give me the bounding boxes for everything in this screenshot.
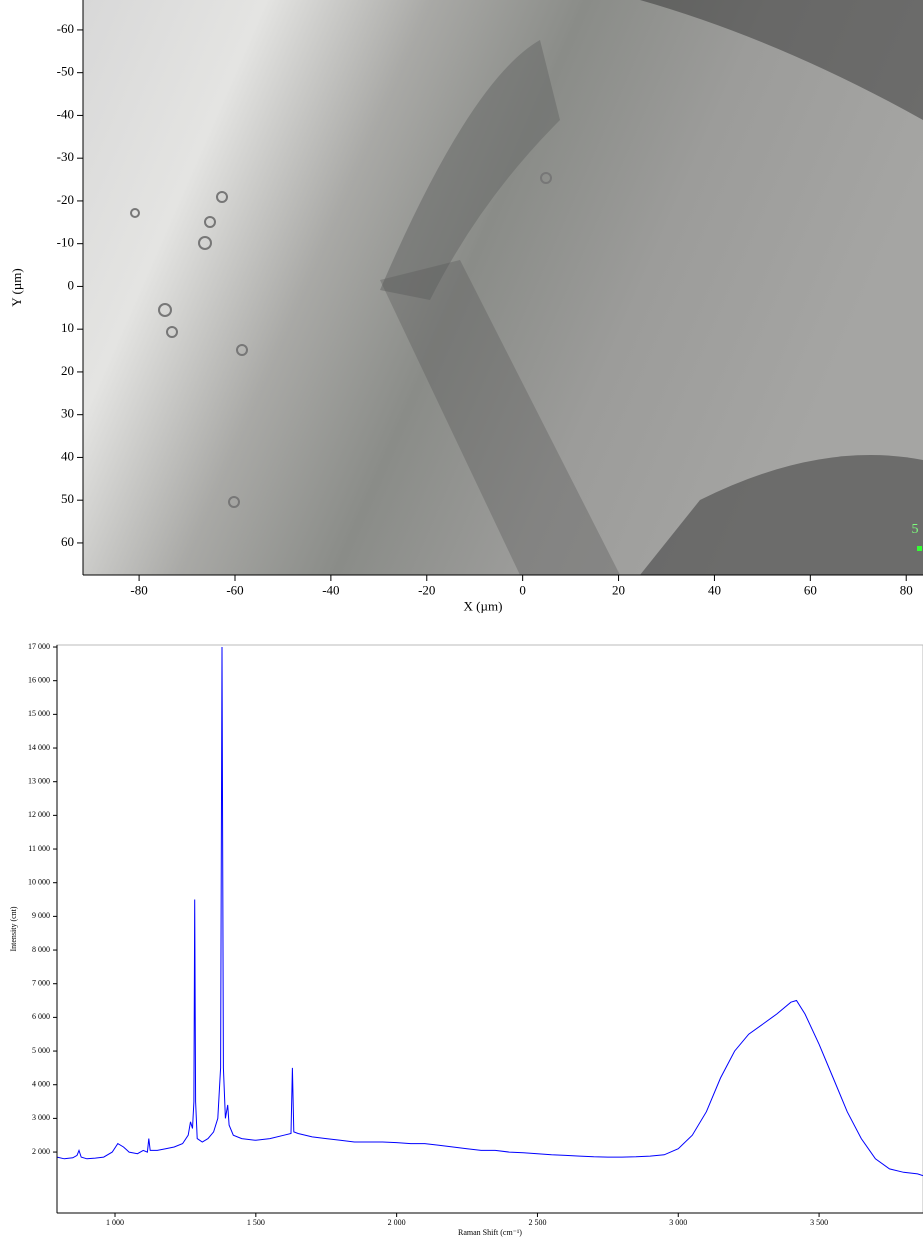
x-tick-label: 40 (708, 582, 721, 597)
y-tick-label: -50 (57, 64, 74, 79)
y-tick-label: 14 000 (28, 743, 50, 752)
y-tick-label: -40 (57, 106, 74, 121)
y-tick-label: 20 (61, 363, 74, 378)
x-axis-label: X (µm) (464, 598, 503, 613)
y-tick-label: -20 (57, 192, 74, 207)
y-tick-label: 17 000 (28, 642, 50, 651)
spectrum-line (56, 646, 923, 1177)
x-tick-label: 20 (612, 582, 625, 597)
y-tick-label: 10 000 (28, 878, 50, 887)
y-tick-label: 16 000 (28, 676, 50, 685)
x-tick-label: 80 (900, 582, 913, 597)
y-tick-label: 9 000 (32, 911, 50, 920)
x-tick-label: 60 (804, 582, 817, 597)
y-tick-label: 2 000 (32, 1147, 50, 1156)
y-tick-label: 0 (68, 277, 75, 292)
x-tick-label: 0 (519, 582, 526, 597)
x-tick-label: 1 000 (106, 1218, 124, 1227)
x-tick-label: 3 000 (669, 1218, 687, 1227)
y-tick-label: -60 (57, 21, 74, 36)
x-tick-label: -60 (226, 582, 243, 597)
x-tick-label: 2 500 (528, 1218, 546, 1227)
y-tick-label: 50 (61, 491, 74, 506)
y-tick-label: 3 000 (32, 1113, 50, 1122)
y-tick-label: 8 000 (32, 945, 50, 954)
y-tick-label: 12 000 (28, 810, 50, 819)
annotation: 5 (912, 522, 919, 537)
y-tick-label: 11 000 (28, 844, 50, 853)
y-tick-label: 60 (61, 534, 74, 549)
y-tick-label: 30 (61, 406, 74, 421)
x-tick-label: 3 500 (810, 1218, 828, 1227)
marker (917, 546, 922, 551)
y-tick-label: 10 (61, 320, 74, 335)
y-tick-label: 7 000 (32, 979, 50, 988)
x-axis-label: Raman Shift (cm⁻¹) (458, 1228, 522, 1237)
x-tick-label: 2 000 (388, 1218, 406, 1227)
y-tick-label: -10 (57, 235, 74, 250)
y-tick-label: 40 (61, 448, 74, 463)
x-tick-label: -40 (322, 582, 339, 597)
y-tick-label: 5 000 (32, 1046, 50, 1055)
y-axis-label: Intensity (cnt) (9, 906, 18, 951)
plot-frame (56, 644, 923, 1214)
y-axis-label: Y (µm) (9, 268, 24, 306)
y-tick-label: -30 (57, 149, 74, 164)
y-tick-label: 13 000 (28, 777, 50, 786)
x-tick-label: -80 (130, 582, 147, 597)
x-tick-label: -20 (418, 582, 435, 597)
microscope-image (83, 0, 923, 575)
y-tick-label: 4 000 (32, 1080, 50, 1089)
x-tick-label: 1 500 (247, 1218, 265, 1227)
y-tick-label: 6 000 (32, 1012, 50, 1021)
y-tick-label: 15 000 (28, 709, 50, 718)
